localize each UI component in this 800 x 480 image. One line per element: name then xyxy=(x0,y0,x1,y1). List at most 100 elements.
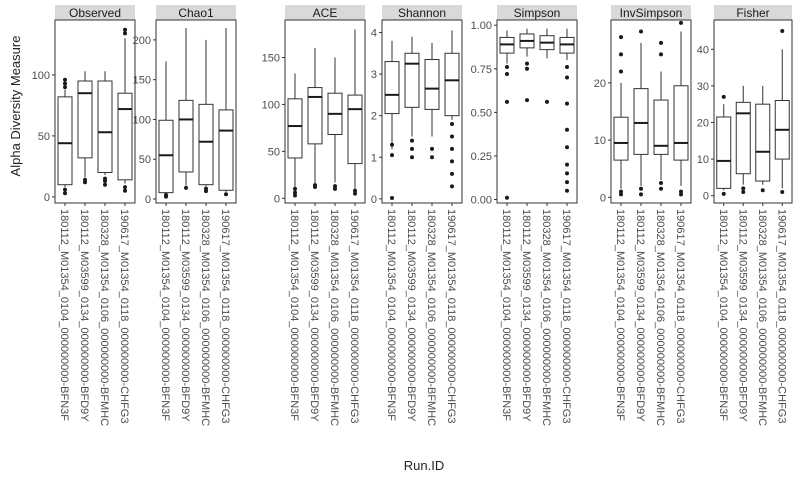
box-1 xyxy=(57,77,73,196)
outlier-point xyxy=(103,182,107,187)
panel-border xyxy=(284,19,366,204)
outlier-point xyxy=(410,146,414,151)
outlier-point xyxy=(619,35,623,40)
box-2 xyxy=(178,27,194,190)
facet-strip-label: ACE xyxy=(313,6,338,20)
panel-border xyxy=(381,19,463,204)
outlier-point xyxy=(63,187,67,192)
outlier-point xyxy=(505,195,509,200)
box-iqr xyxy=(307,87,323,145)
box-3 xyxy=(755,85,771,193)
y-tick-label: 0.25 xyxy=(471,151,492,163)
y-tick-label: 10 xyxy=(594,135,606,147)
outlier-point xyxy=(293,186,297,191)
outlier-point xyxy=(721,191,726,196)
y-tick-label: 2 xyxy=(371,111,377,123)
outlier-point xyxy=(619,192,623,197)
box-2 xyxy=(633,29,649,197)
x-tick-label: 180328_M01354_0106_000000000-BFMHC xyxy=(328,209,340,426)
outlier-point xyxy=(565,188,569,193)
x-tick-label: 190617_M01354_0118_000000000-CHFG3 xyxy=(219,209,231,423)
box-iqr xyxy=(653,99,669,155)
box-iqr xyxy=(117,92,133,181)
outlier-point xyxy=(164,193,168,198)
y-tick-label: 100 xyxy=(32,70,50,82)
box-iqr xyxy=(158,119,174,194)
box-iqr xyxy=(633,88,649,155)
box-3 xyxy=(327,57,343,191)
y-tick-label: 150 xyxy=(133,75,151,87)
x-axis-title: Run.ID xyxy=(404,458,444,473)
box-1 xyxy=(287,73,303,198)
box-4 xyxy=(444,30,460,189)
box-iqr xyxy=(384,61,400,115)
x-tick-label: 180112_M01354_0104_000000000-BFN3F xyxy=(385,209,397,421)
panel-border xyxy=(496,19,578,204)
box-iqr xyxy=(755,103,771,182)
outlier-point xyxy=(565,75,569,80)
outlier-point xyxy=(450,171,454,176)
x-tick-label: 190617_M01354_0118_000000000-CHFG3 xyxy=(674,209,686,423)
y-tick-label: 0 xyxy=(371,194,377,206)
outlier-point xyxy=(123,188,127,193)
x-tick-label: 190617_M01354_0118_000000000-CHFG3 xyxy=(445,209,457,423)
outlier-point xyxy=(505,99,509,104)
box-1 xyxy=(716,94,732,196)
outlier-point xyxy=(390,196,394,201)
y-tick-label: 0.00 xyxy=(471,195,492,207)
outlier-point xyxy=(505,65,509,70)
box-iqr xyxy=(198,103,214,186)
x-tick-label: 180112_M03599_0134_000000000-BFD9Y xyxy=(634,209,646,422)
outlier-point xyxy=(410,138,414,143)
y-tick-label: 10 xyxy=(697,154,709,166)
x-tick-label: 190617_M01354_0118_000000000-CHFG3 xyxy=(348,209,360,423)
box-4 xyxy=(218,27,234,197)
outlier-point xyxy=(390,153,394,158)
box-3 xyxy=(539,28,555,104)
facet-chao1: Chao1 0 50 100 150 200 180112_M01354_0104_0000… xyxy=(133,5,237,426)
panel-border xyxy=(713,19,793,204)
outlier-point xyxy=(565,65,569,70)
outlier-point xyxy=(741,190,746,195)
facet-strip xyxy=(714,5,792,20)
outlier-point xyxy=(450,184,454,189)
outlier-point xyxy=(450,134,454,139)
outlier-point xyxy=(430,146,434,151)
outlier-point xyxy=(619,69,623,74)
y-tick-label: 20 xyxy=(594,78,606,90)
box-iqr xyxy=(735,101,751,175)
facet-strip xyxy=(611,5,691,20)
outlier-point xyxy=(505,72,509,77)
box-iqr xyxy=(77,80,93,159)
box-3 xyxy=(424,42,440,160)
outlier-point xyxy=(63,85,67,90)
y-tick-label: 40 xyxy=(697,44,709,56)
outlier-point xyxy=(639,186,643,191)
outlier-point xyxy=(639,192,643,197)
facet-strip xyxy=(497,5,577,20)
facet-strip-label: InvSimpson xyxy=(620,6,683,20)
outlier-point xyxy=(63,81,67,86)
facet-strip-label: Observed xyxy=(69,6,121,20)
outlier-point xyxy=(430,155,434,160)
x-tick-label: 180112_M03599_0134_000000000-BFD9Y xyxy=(179,209,191,422)
facet-strip xyxy=(382,5,462,20)
outlier-point xyxy=(353,188,357,193)
outlier-point xyxy=(293,190,297,195)
outlier-point xyxy=(525,66,529,71)
outlier-point xyxy=(410,155,414,160)
facet-strip xyxy=(156,5,236,20)
x-tick-label: 180112_M01354_0104_000000000-BFN3F xyxy=(614,209,626,421)
outlier-point xyxy=(780,28,785,33)
y-tick-label: 1 xyxy=(371,152,377,164)
box-2 xyxy=(519,28,535,103)
facet-panels: Observed050100180112_M01354_0104_0000000… xyxy=(32,5,793,426)
box-iqr xyxy=(178,99,194,173)
box-iqr xyxy=(287,98,303,159)
x-tick-label: 180112_M01354_0104_000000000-BFN3F xyxy=(159,209,171,421)
box-4 xyxy=(347,29,363,196)
y-tick-label: 100 xyxy=(262,99,280,111)
panel-border xyxy=(155,19,237,204)
y-tick-label: 150 xyxy=(262,53,280,65)
box-2 xyxy=(77,71,93,185)
